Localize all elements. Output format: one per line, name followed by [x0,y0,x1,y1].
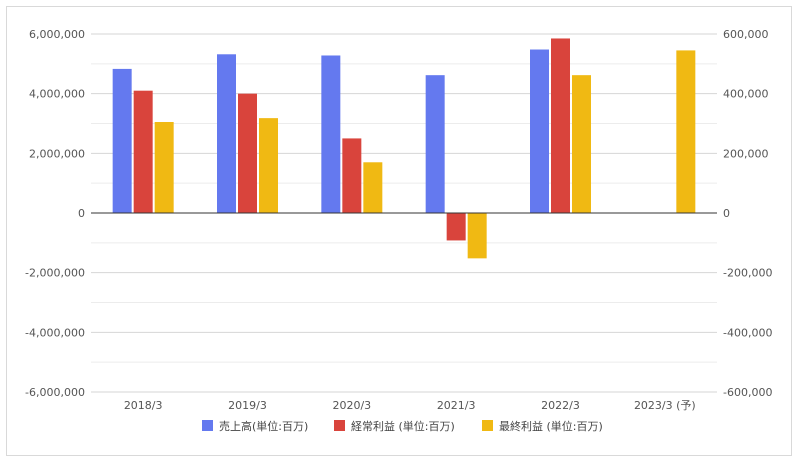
bar-3-5 [572,75,591,213]
right-tick-label: -400,000 [723,326,772,339]
legend-swatch [202,420,213,431]
category-label: 2022/3 [541,399,580,412]
bar-chart: 6,000,000 4,000,000 2,000,000 0 -2,000,000 -4… [25,28,772,433]
bar-1-5 [530,49,549,213]
left-tick-label: -2,000,000 [25,267,85,280]
right-tick-label: -600,000 [723,386,772,399]
bar-2-4 [446,213,466,241]
right-axis: 600,000 400,000 200,000 0 -200,000 -400,000 -6… [723,28,772,399]
bar-1-3 [321,55,341,214]
left-tick-label: 0 [78,207,85,220]
bar-3-4 [467,213,487,259]
bar-1-2 [217,54,236,213]
gridlines [91,33,717,393]
category-label: 2023/3 (予) [634,399,696,412]
category-label: 2020/3 [332,399,371,412]
right-tick-label: 0 [723,207,730,220]
left-tick-label: 4,000,000 [29,88,85,101]
left-axis: 6,000,000 4,000,000 2,000,000 0 -2,000,000 -4… [25,28,85,399]
bar-3-2 [259,118,278,213]
category-label: 2019/3 [228,399,267,412]
x-axis: 2018/3 2019/3 2020/3 2021/3 2022/3 2023/3 (予) [124,399,696,412]
bar-2-5 [551,38,570,213]
legend-label: 売上高(単位:百万) [219,419,308,433]
category-label: 2018/3 [124,399,163,412]
bar-3-6 [676,50,696,214]
right-tick-label: 600,000 [723,28,769,41]
legend-swatch [482,420,493,431]
legend-swatch [334,420,345,431]
right-tick-label: 400,000 [723,88,769,101]
chart-frame: 6,000,000 4,000,000 2,000,000 0 -2,000,000 -4… [6,6,792,456]
legend-label: 経常利益 (単位:百万) [351,419,455,433]
bar-2-2 [238,93,257,213]
left-tick-label: -6,000,000 [25,386,85,399]
right-tick-label: 200,000 [723,147,769,160]
bar-1-1 [112,68,132,213]
bar-2-3 [342,138,362,213]
left-tick-label: -4,000,000 [25,326,85,339]
legend-label: 最終利益 (単位:百万) [499,419,603,433]
legend: 売上高(単位:百万) 経常利益 (単位:百万) 最終利益 (単位:百万) [202,419,603,433]
left-tick-label: 6,000,000 [29,28,85,41]
bars [112,38,696,259]
left-tick-label: 2,000,000 [29,147,85,160]
right-tick-label: -200,000 [723,267,772,280]
category-label: 2021/3 [437,399,476,412]
bar-2-1 [133,90,153,213]
bar-3-1 [154,122,174,213]
bar-3-3 [363,162,383,213]
bar-1-4 [425,75,445,213]
